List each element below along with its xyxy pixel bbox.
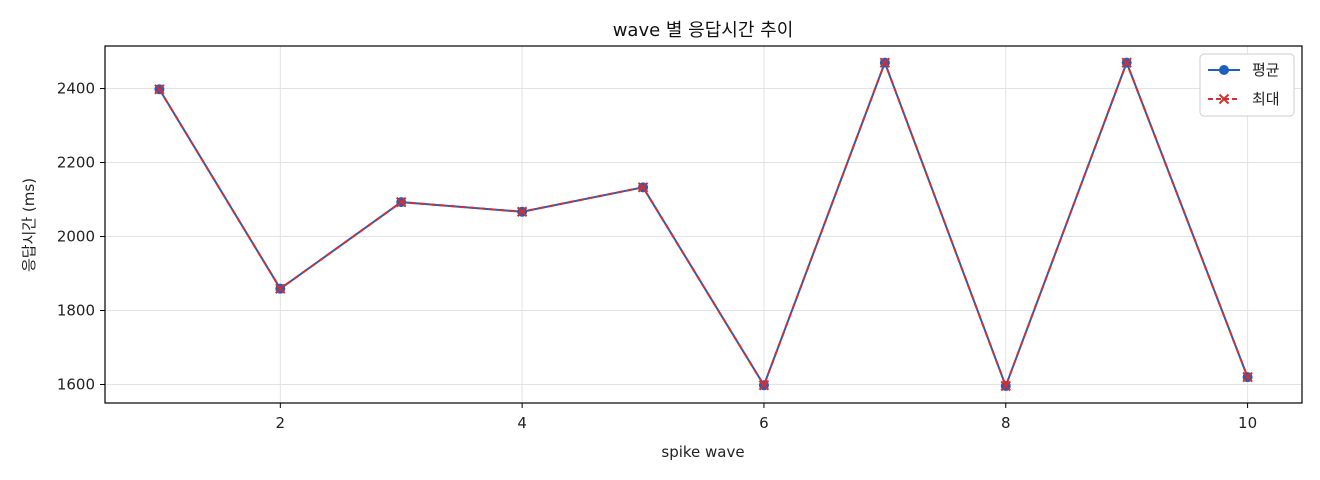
data-point-marker — [516, 206, 528, 217]
y-tick-label: 2400 — [57, 80, 95, 98]
data-point-marker — [1121, 57, 1132, 68]
series-2 — [154, 57, 1253, 392]
legend-item: 최대 — [1208, 90, 1280, 108]
data-point-marker — [154, 84, 165, 95]
data-point-marker — [1242, 371, 1253, 383]
plot-frame — [104, 45, 1303, 404]
y-axis-title: 응답시간 (ms) — [20, 178, 38, 272]
series-line — [158, 61, 1249, 387]
legend-marker — [1219, 65, 1229, 75]
x-tick-label: 4 — [517, 414, 527, 432]
x-tick-label: 8 — [1001, 414, 1011, 432]
series-line — [158, 61, 1249, 387]
chart-title: wave 별 응답시간 추이 — [613, 20, 794, 41]
data-point-marker — [637, 182, 649, 193]
legend-marker — [1218, 93, 1230, 105]
x-axis-title: spike wave — [661, 443, 744, 461]
legend-label: 평균 — [1252, 61, 1280, 79]
y-tick-label: 1800 — [57, 302, 95, 320]
grid-lines — [105, 46, 1302, 403]
data-point-marker — [396, 196, 407, 208]
legend-label: 최대 — [1252, 90, 1280, 108]
data-point-marker — [758, 380, 770, 391]
x-tick-label: 2 — [276, 414, 286, 432]
y-tick-label: 2200 — [57, 154, 95, 172]
data-point-marker — [1000, 380, 1011, 392]
series-layer — [154, 57, 1253, 392]
x-tick-label: 6 — [759, 414, 769, 432]
x-tick-label: 10 — [1238, 414, 1257, 432]
data-point-marker — [879, 57, 891, 68]
legend-box — [1199, 53, 1295, 117]
y-tick-label: 2000 — [57, 228, 95, 246]
data-point-marker — [275, 283, 286, 294]
legend-item: 평균 — [1208, 61, 1280, 79]
y-tick-label: 1600 — [57, 376, 95, 394]
axis-ticks: 2 4 6 8 10 1600 1800 2000 2200 2400 — [57, 80, 1257, 432]
series-1 — [154, 57, 1253, 391]
